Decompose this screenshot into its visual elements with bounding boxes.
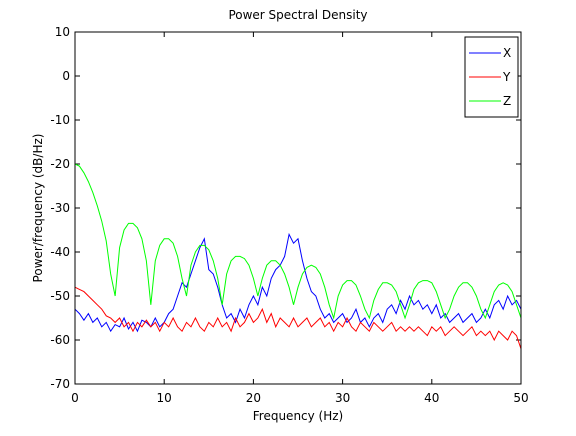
x-axis-label: Frequency (Hz): [253, 409, 344, 423]
chart-title: Power Spectral Density: [228, 8, 367, 22]
y-tick-label: 0: [62, 69, 70, 83]
x-tick-label: 10: [157, 391, 172, 405]
series-line: [74, 286, 522, 349]
y-axis-label: Power/frequency (dB/Hz): [31, 134, 45, 283]
x-tick-label: 20: [246, 391, 261, 405]
legend-label: X: [503, 46, 511, 60]
y-tick-label: -20: [50, 157, 70, 171]
y-tick-label: -10: [50, 113, 70, 127]
series-line: [74, 163, 522, 320]
x-tick-label: 50: [513, 391, 528, 405]
y-tick-label: -70: [50, 377, 70, 391]
x-tick-label: 40: [424, 391, 439, 405]
y-tick-label: -60: [50, 333, 70, 347]
plot-frame: [74, 31, 522, 385]
legend-label: Z: [503, 94, 511, 108]
y-tick-label: 10: [55, 25, 70, 39]
x-tick-label: 0: [71, 391, 79, 405]
y-tick-label: -30: [50, 201, 70, 215]
legend-label: Y: [502, 70, 511, 84]
y-tick-label: -50: [50, 289, 70, 303]
y-tick-label: -40: [50, 245, 70, 259]
x-tick-label: 30: [335, 391, 350, 405]
